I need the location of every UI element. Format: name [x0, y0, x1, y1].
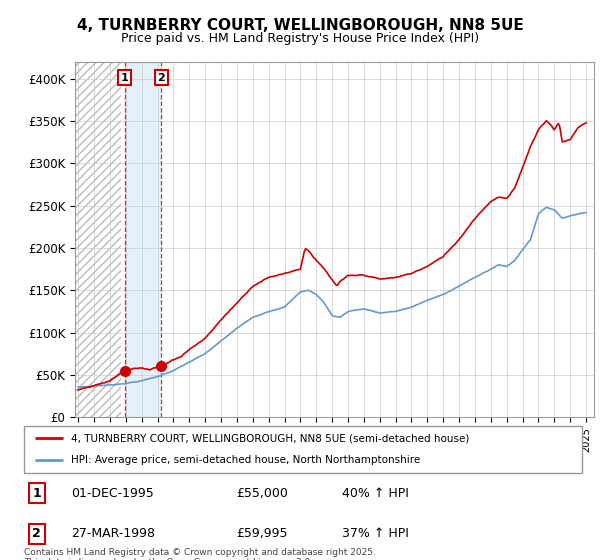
Text: 01-DEC-1995: 01-DEC-1995 [71, 487, 154, 500]
Text: 37% ↑ HPI: 37% ↑ HPI [342, 528, 409, 540]
Text: 2: 2 [32, 528, 41, 540]
Text: Price paid vs. HM Land Registry's House Price Index (HPI): Price paid vs. HM Land Registry's House … [121, 32, 479, 45]
Text: 1: 1 [121, 73, 128, 83]
Text: 4, TURNBERRY COURT, WELLINGBOROUGH, NN8 5UE: 4, TURNBERRY COURT, WELLINGBOROUGH, NN8 … [77, 18, 523, 33]
Text: HPI: Average price, semi-detached house, North Northamptonshire: HPI: Average price, semi-detached house,… [71, 455, 421, 465]
Text: £59,995: £59,995 [236, 528, 287, 540]
Text: Contains HM Land Registry data © Crown copyright and database right 2025.
This d: Contains HM Land Registry data © Crown c… [24, 548, 376, 560]
Text: £55,000: £55,000 [236, 487, 288, 500]
Text: 40% ↑ HPI: 40% ↑ HPI [342, 487, 409, 500]
Text: 27-MAR-1998: 27-MAR-1998 [71, 528, 155, 540]
Text: 2: 2 [157, 73, 165, 83]
Text: 4, TURNBERRY COURT, WELLINGBOROUGH, NN8 5UE (semi-detached house): 4, TURNBERRY COURT, WELLINGBOROUGH, NN8 … [71, 433, 470, 444]
Text: 1: 1 [32, 487, 41, 500]
